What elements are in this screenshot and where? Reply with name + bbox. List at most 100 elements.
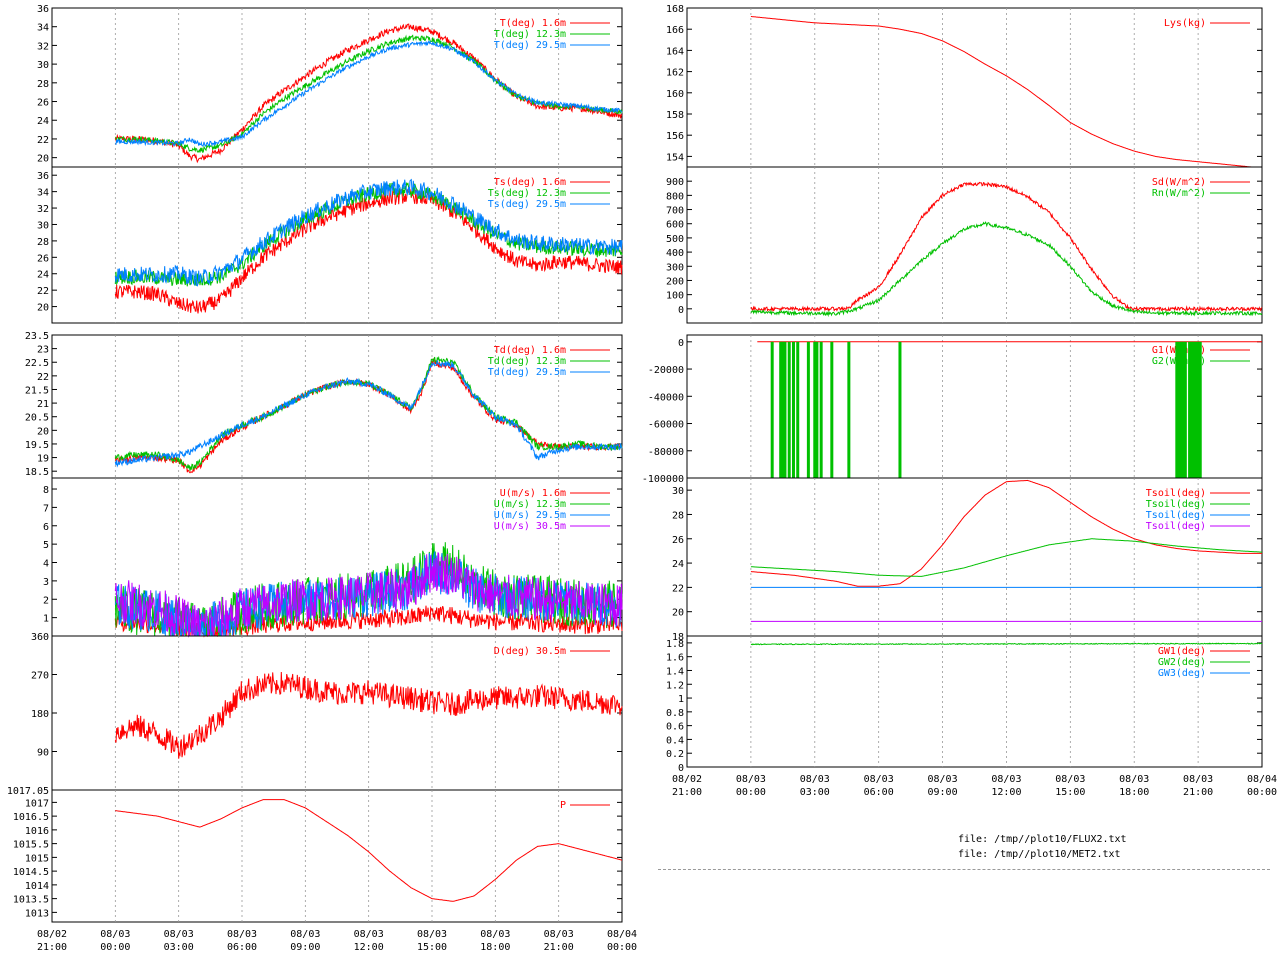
y-tick-label: 90 xyxy=(37,748,49,759)
y-tick-label: 100 xyxy=(666,291,684,302)
y-tick-label: 36 xyxy=(37,4,49,15)
x-tick-label-date: 08/03 xyxy=(1119,774,1149,785)
y-tick-label: 0.2 xyxy=(666,749,684,760)
spike-bar xyxy=(779,341,783,478)
y-tick-label: 26 xyxy=(672,535,684,546)
y-tick-label: 1016.5 xyxy=(13,812,49,823)
y-tick-label: 28 xyxy=(37,79,49,90)
legend-label: Ts(deg) 12.3m xyxy=(488,188,566,199)
x-tick-label-date: 08/02 xyxy=(672,774,702,785)
legend-label: Ts(deg) 1.6m xyxy=(494,177,566,188)
x-tick-label-date: 08/03 xyxy=(227,929,257,940)
x-tick-label-date: 08/04 xyxy=(607,929,637,940)
series-line xyxy=(750,181,1263,313)
legend-label: U(m/s) 12.3m xyxy=(494,499,566,510)
y-tick-label: 1014 xyxy=(25,881,49,892)
y-tick-label: 158 xyxy=(666,110,684,121)
spike-bar xyxy=(783,341,787,478)
x-tick-label-time: 00:00 xyxy=(607,942,637,953)
x-tick-label-time: 15:00 xyxy=(417,942,447,953)
y-tick-label: 22 xyxy=(672,583,684,594)
x-tick-label-date: 08/03 xyxy=(800,774,830,785)
x-tick-label-time: 18:00 xyxy=(480,942,510,953)
y-tick-label: 1015 xyxy=(25,853,49,864)
panel-frame xyxy=(51,635,623,791)
footer-divider xyxy=(658,869,1270,870)
spike-bar xyxy=(813,341,817,478)
series-line xyxy=(750,16,1262,168)
legend-label: Sd(W/m^2) xyxy=(1152,177,1206,188)
y-tick-label: 900 xyxy=(666,177,684,188)
legend-label: Rn(W/m^2) xyxy=(1152,188,1206,199)
x-tick-label-date: 08/03 xyxy=(354,929,384,940)
x-tick-label-date: 08/04 xyxy=(1247,774,1277,785)
spike-bar xyxy=(830,341,834,478)
y-tick-label: 19 xyxy=(37,454,49,465)
y-tick-label: 160 xyxy=(666,89,684,100)
y-tick-label: 1017.05 xyxy=(7,786,49,797)
spike-bar xyxy=(781,341,785,478)
y-tick-label: 8 xyxy=(43,485,49,496)
series-line xyxy=(750,538,1262,577)
legend-label: GW3(deg) xyxy=(1158,668,1206,679)
legend-label: U(m/s) 1.6m xyxy=(500,488,566,499)
legend-label: T(deg) 12.3m xyxy=(494,29,566,40)
x-tick-label-time: 09:00 xyxy=(290,942,320,953)
y-tick-label: 1.6 xyxy=(666,653,684,664)
x-tick-label-date: 08/03 xyxy=(480,929,510,940)
x-tick-label-time: 03:00 xyxy=(800,787,830,798)
series-line xyxy=(750,642,1263,646)
spike-bar xyxy=(1183,341,1187,478)
legend-label: Ts(deg) 29.5m xyxy=(488,199,566,210)
y-tick-label: 24 xyxy=(672,559,684,570)
y-tick-label: 0 xyxy=(678,305,684,316)
spike-bar xyxy=(1179,341,1183,478)
spike-bar xyxy=(787,341,791,478)
y-tick-label: 0.4 xyxy=(666,735,684,746)
y-tick-label: 24 xyxy=(37,270,49,281)
x-tick-label-date: 08/03 xyxy=(1183,774,1213,785)
x-tick-label-date: 08/03 xyxy=(991,774,1021,785)
spike-bar xyxy=(1188,341,1192,478)
series-line xyxy=(114,182,623,287)
series-line xyxy=(114,178,623,287)
series-line xyxy=(750,479,1262,587)
y-tick-label: 168 xyxy=(666,4,684,15)
x-tick-label-time: 21:00 xyxy=(37,942,67,953)
panel-frame xyxy=(686,166,1263,324)
y-tick-label: 32 xyxy=(37,41,49,52)
x-tick-label-time: 06:00 xyxy=(864,787,894,798)
y-tick-label: 300 xyxy=(666,262,684,273)
y-tick-label: 270 xyxy=(31,671,49,682)
y-tick-label: 23 xyxy=(37,345,49,356)
x-tick-label-date: 08/03 xyxy=(164,929,194,940)
y-tick-label: 34 xyxy=(37,188,49,199)
legend-label: T(deg) 1.6m xyxy=(500,18,566,29)
spike-bar xyxy=(1196,341,1200,478)
y-tick-label: 28 xyxy=(672,510,684,521)
y-tick-label: 156 xyxy=(666,131,684,142)
legend-label: T(deg) 29.5m xyxy=(494,40,566,51)
y-tick-label: 28 xyxy=(37,237,49,248)
series-line xyxy=(114,360,623,468)
spike-bar xyxy=(815,341,819,478)
y-tick-label: 154 xyxy=(666,152,684,163)
x-tick-label-time: 21:00 xyxy=(544,942,574,953)
y-tick-label: 30 xyxy=(672,486,684,497)
y-tick-label: 20 xyxy=(37,303,49,314)
x-tick-label-time: 21:00 xyxy=(1183,787,1213,798)
series-line xyxy=(115,799,623,902)
y-tick-label: 1017 xyxy=(25,798,49,809)
x-tick-label-date: 08/03 xyxy=(928,774,958,785)
spike-bar xyxy=(1198,341,1202,478)
spike-bar xyxy=(1175,341,1179,478)
y-tick-label: 23.5 xyxy=(25,331,49,342)
y-tick-label: 0.8 xyxy=(666,708,684,719)
y-tick-label: 1.4 xyxy=(666,666,684,677)
y-tick-label: -80000 xyxy=(648,447,684,458)
series-line xyxy=(114,671,623,759)
x-tick-label-date: 08/03 xyxy=(736,774,766,785)
x-tick-label-date: 08/03 xyxy=(290,929,320,940)
y-tick-label: 1014.5 xyxy=(13,867,49,878)
legend-label: Tsoil(deg) xyxy=(1146,510,1206,521)
